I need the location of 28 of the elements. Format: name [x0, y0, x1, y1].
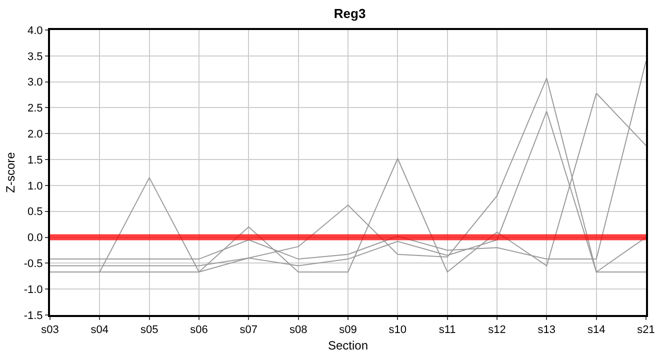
- y-tick-label: 2.5: [28, 102, 43, 115]
- x-tick-label: s21: [637, 324, 655, 336]
- y-tick-label: 1.0: [28, 180, 43, 192]
- x-tick-label: s07: [240, 324, 258, 336]
- x-tick-label: s06: [190, 324, 208, 336]
- x-tick-label: s12: [488, 324, 506, 336]
- x-tick-label: s14: [587, 324, 606, 336]
- y-tick-label: 1.5: [28, 154, 43, 166]
- y-tick-label: 0.5: [28, 206, 43, 218]
- y-tick-label: -1.0: [24, 284, 43, 296]
- y-tick-label: 3.5: [28, 50, 43, 63]
- y-tick-label: 4.0: [28, 24, 43, 37]
- y-tick-label: 3.0: [28, 76, 43, 89]
- y-tick-label: -0.5: [24, 258, 43, 270]
- x-tick-label: s09: [339, 324, 357, 336]
- x-tick-label: s03: [41, 324, 59, 336]
- y-tick-label: 0.0: [28, 232, 43, 244]
- x-tick-label: s13: [538, 324, 556, 336]
- x-tick-label: s10: [388, 324, 407, 336]
- y-tick-label: 2.0: [28, 128, 43, 140]
- y-tick-label: -1.5: [24, 310, 43, 322]
- x-tick-label: s04: [90, 324, 109, 336]
- x-tick-label: s05: [140, 324, 158, 336]
- chart-title: Reg3: [334, 6, 366, 22]
- x-axis-title: Section: [328, 338, 368, 353]
- x-tick-label: s08: [289, 324, 308, 336]
- y-axis-title: Z-score: [4, 152, 18, 193]
- x-tick-label: s11: [438, 324, 456, 336]
